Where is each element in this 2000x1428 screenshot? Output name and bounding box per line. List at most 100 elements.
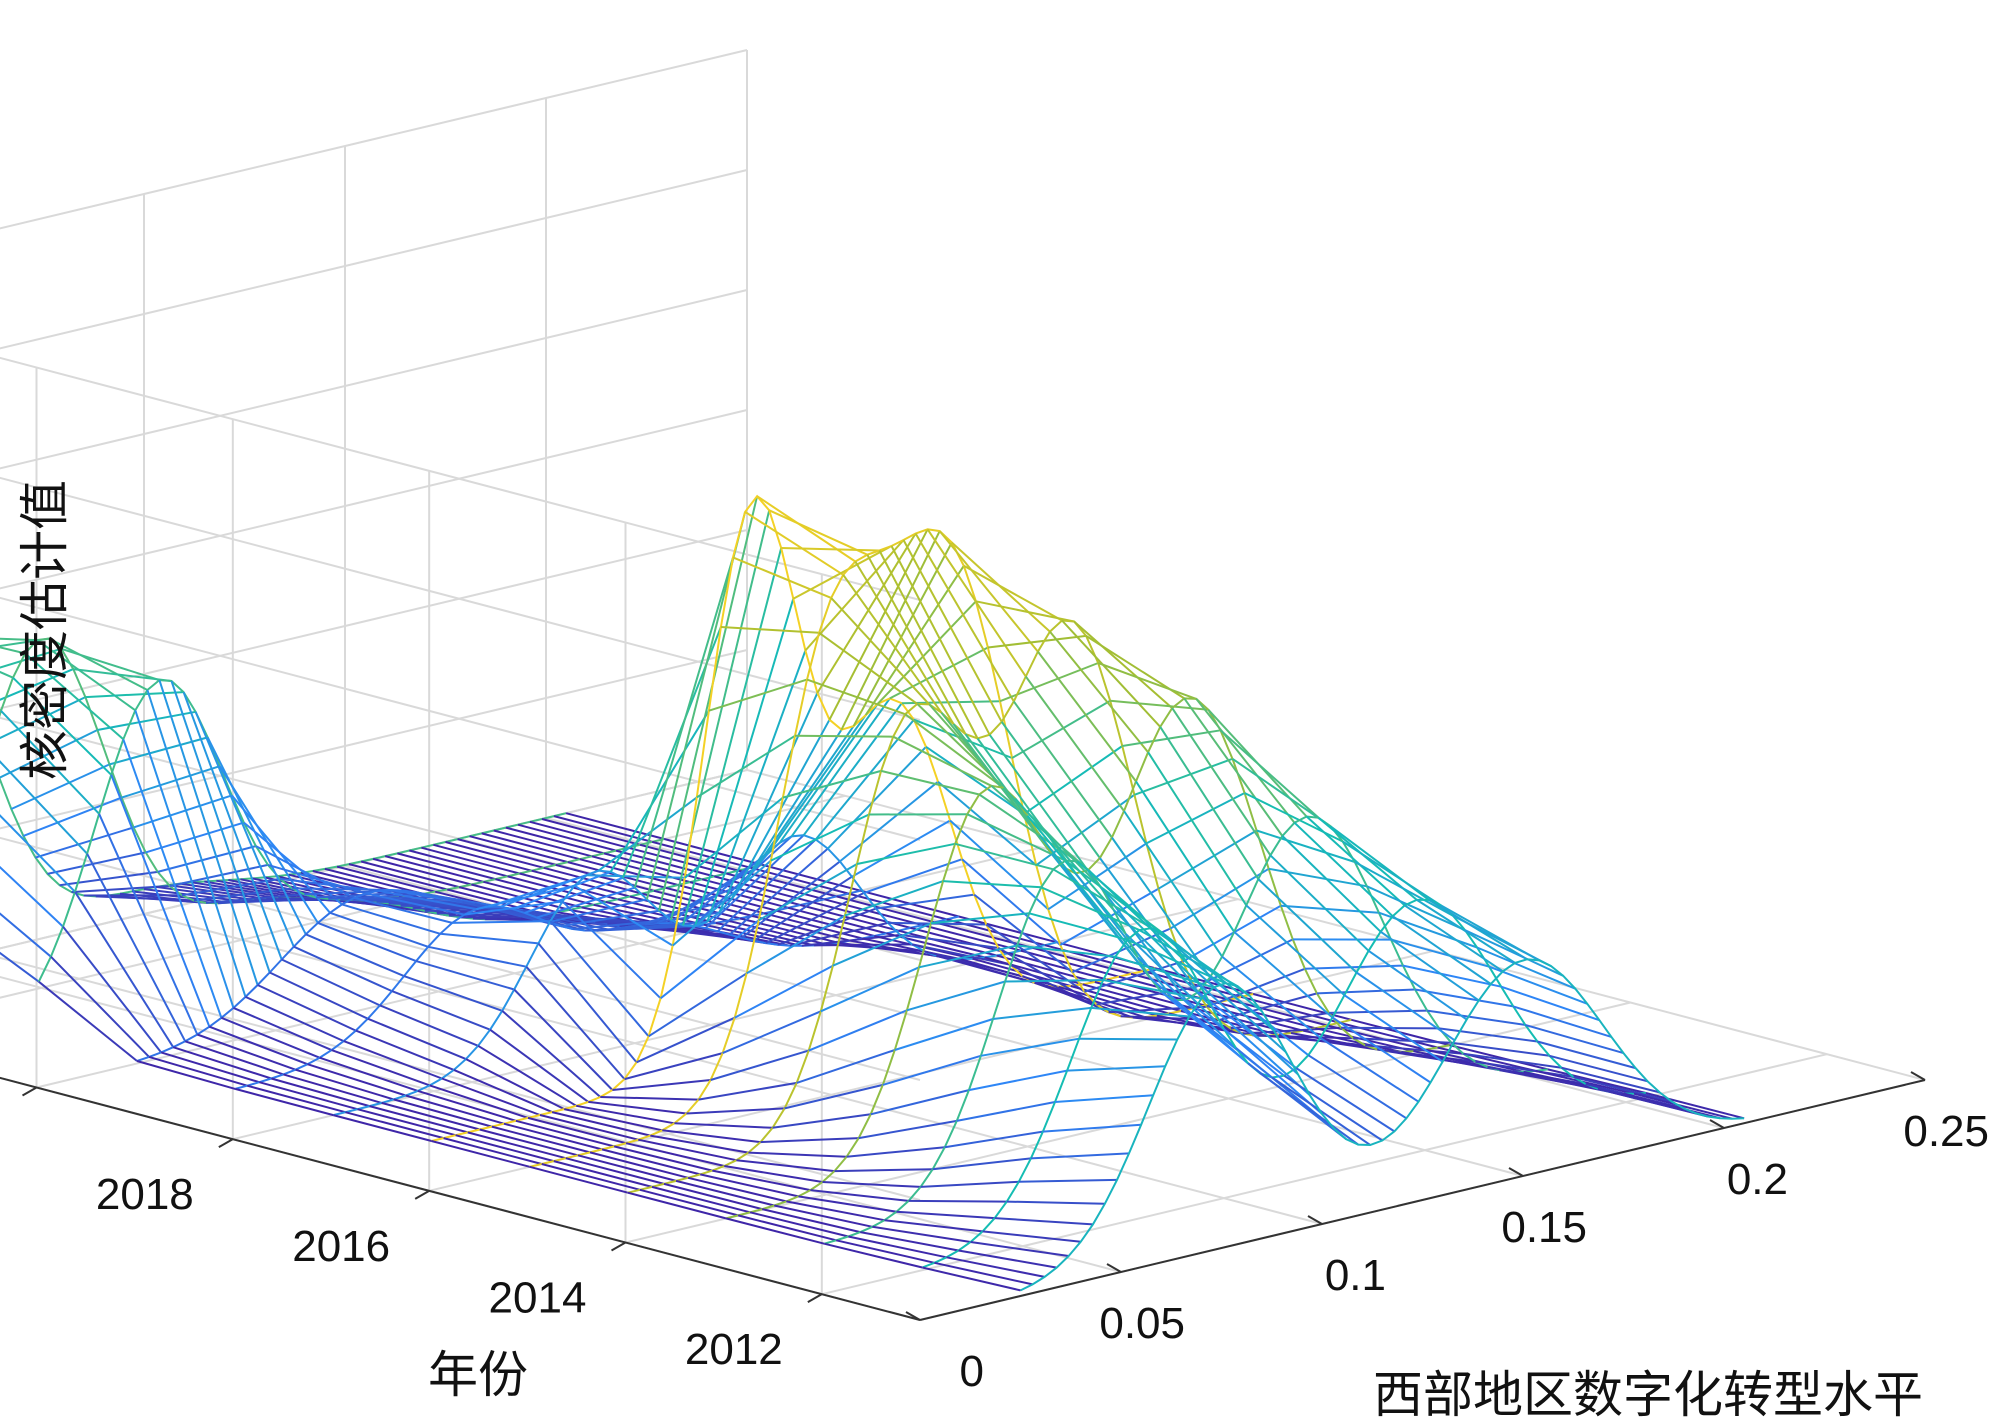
surface-mesh-segment: [999, 662, 1099, 703]
surface-mesh-segment: [742, 729, 843, 885]
surface-mesh-segment: [433, 843, 532, 872]
surface-mesh-segment: [814, 719, 915, 841]
surface-mesh-segment: [608, 920, 708, 931]
surface-mesh-segment: [549, 920, 650, 1037]
surface-mesh-segment: [319, 1056, 419, 1092]
surface-mesh-segment: [169, 863, 269, 887]
surface-mesh-segment: [1079, 1037, 1178, 1041]
surface-mesh-segment: [1016, 944, 1116, 958]
surface-mesh-segment: [1513, 1005, 1612, 1038]
surface-mesh-segment: [1111, 836, 1211, 978]
surface-mesh-segment: [1342, 840, 1442, 907]
surface-mesh-segment: [489, 1028, 589, 1103]
surface-mesh-segment: [1305, 815, 1406, 907]
surface-mesh-segment: [644, 883, 744, 926]
surface-mesh-segment: [773, 1204, 873, 1228]
surface-mesh-segment: [1257, 878, 1358, 974]
surface-mesh-segment: [904, 713, 1004, 789]
surface-mesh-segment: [889, 646, 989, 700]
surface-mesh-segment: [0, 646, 26, 655]
surface-mesh-segment: [0, 951, 40, 983]
surface-mesh-segment: [1134, 757, 1233, 796]
surface-mesh-segment: [353, 896, 453, 924]
surface-mesh-segment: [1024, 675, 1125, 812]
surface-mesh-segment: [663, 1182, 763, 1211]
surface-mesh-segment: [694, 598, 795, 927]
surface-mesh-segment: [1122, 729, 1221, 747]
surface-mesh-segment: [329, 911, 429, 948]
surface-mesh-segment: [524, 876, 624, 914]
surface-mesh-segment: [467, 1131, 567, 1160]
surface-mesh-segment: [293, 945, 393, 993]
surface-mesh-segment: [1032, 946, 1132, 975]
surface-mesh-segment: [612, 1079, 711, 1091]
surface-mesh-segment: [1645, 1092, 1745, 1120]
surface-mesh-segment: [1281, 835, 1382, 933]
x-tick-mark: [1709, 1119, 1725, 1129]
surface-mesh-segment: [98, 813, 199, 1035]
surface-mesh-segment: [653, 889, 753, 917]
surface-mesh-segment: [970, 1241, 1069, 1257]
surface-mesh-segment: [121, 765, 221, 799]
surface-mesh-segment: [1040, 886, 1140, 932]
year-tick-label: 2018: [96, 1170, 194, 1219]
surface-mesh-segment: [269, 971, 369, 1020]
surface-mesh-segment: [1006, 1200, 1105, 1205]
surface-mesh-segment: [1353, 1037, 1452, 1044]
surface-mesh-segment: [901, 700, 1001, 705]
surface-mesh-segment: [292, 887, 391, 891]
surface-mesh-segment: [205, 893, 305, 904]
surface-mesh-segment: [648, 972, 748, 1038]
surface-mesh-segment: [180, 882, 279, 900]
surface-mesh-segment: [839, 780, 939, 863]
surface-mesh-segment: [573, 884, 674, 947]
surface-mesh-segment: [1259, 1072, 1359, 1146]
surface-mesh-segment: [551, 1111, 651, 1137]
surface-mesh-segment: [908, 1199, 1007, 1203]
surface-mesh-segment: [1028, 912, 1128, 941]
surface-mesh-segment: [770, 813, 870, 862]
surface-mesh-segment: [431, 1140, 530, 1168]
surface-mesh-segment: [0, 696, 86, 740]
surface-mesh-segment: [1020, 949, 1120, 978]
surface-mesh-segment: [589, 1151, 689, 1179]
surface-mesh-segment: [766, 714, 867, 855]
surface-mesh-segment: [525, 966, 626, 1080]
surface-mesh-segment: [1137, 956, 1237, 1049]
surface-mesh-segment: [1174, 945, 1275, 1032]
left-wall-grid-line-z: [0, 356, 921, 601]
surface-mesh-segment: [956, 1101, 1056, 1122]
surface-mesh-segment: [441, 1077, 541, 1116]
surface-mesh-segment: [1401, 1050, 1500, 1072]
surface-mesh-segment: [710, 1049, 809, 1081]
surface-mesh-segment: [684, 796, 784, 879]
surface-mesh-segment: [818, 631, 918, 705]
surface-mesh-segment: [1195, 698, 1296, 824]
surface-mesh-segment: [1304, 964, 1404, 970]
x-tick-mark: [1307, 1215, 1323, 1225]
surface-mesh-segment: [283, 1073, 382, 1104]
surface-mesh-segment: [1449, 1044, 1549, 1071]
surface-mesh-segment: [823, 1242, 923, 1269]
surface-mesh-segment: [732, 556, 832, 599]
surface-mesh-segment: [1112, 909, 1213, 1008]
surface-mesh-segment: [257, 984, 357, 1032]
surface-mesh-segment: [798, 1195, 897, 1213]
surface-mesh-segment: [651, 1185, 751, 1214]
surface-mesh-segment: [860, 1231, 959, 1252]
surface-mesh-segment: [388, 902, 487, 907]
surface-mesh-segment: [539, 1114, 639, 1141]
surface-mesh-segment: [333, 1114, 432, 1142]
surface-mesh-segment: [806, 678, 906, 716]
surface-mesh-segment: [555, 863, 655, 892]
surface-mesh-segment: [0, 710, 100, 815]
surface-mesh-segment: [720, 626, 820, 634]
surface-mesh-segment: [541, 818, 641, 846]
density-curve-2016: [529, 528, 1254, 1168]
surface-mesh-segment: [1103, 979, 1202, 1000]
surface-mesh-segment: [1211, 1006, 1311, 1097]
surface-mesh-segment: [946, 1256, 1045, 1278]
surface-mesh-segment: [234, 1087, 334, 1117]
surface-mesh-segment: [148, 1055, 248, 1087]
surface-mesh-segment: [453, 1068, 553, 1114]
